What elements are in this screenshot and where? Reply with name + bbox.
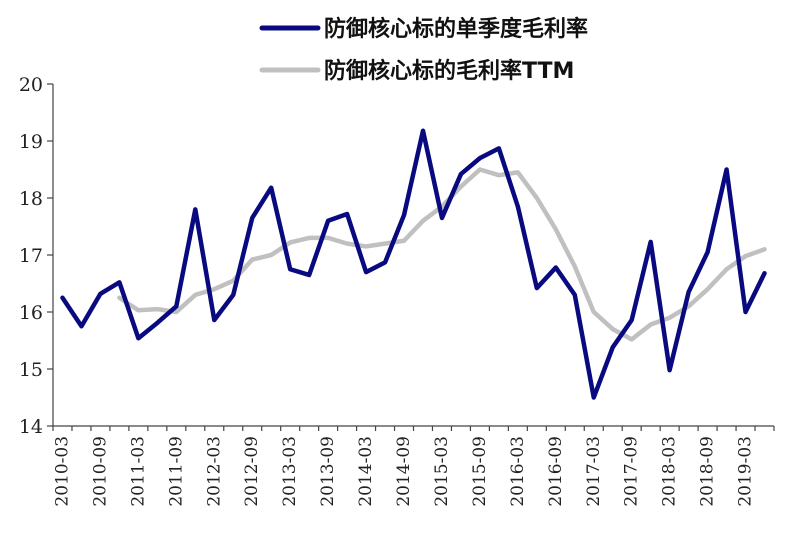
series-layer [60,128,767,400]
y-tick-label: 17 [19,245,43,267]
x-tick-label: 2013-09 [318,436,338,507]
x-tick-label: 2016-09 [546,436,566,507]
x-tick-label: 2012-03 [204,436,224,507]
x-tick-label: 2010-03 [52,436,72,507]
x-tick-label: 2018-03 [660,436,680,507]
x-tick-label: 2011-09 [166,436,186,507]
legend-label: 防御核心标的单季度毛利率 [324,16,588,42]
legend-label: 防御核心标的毛利率TTM [324,58,574,84]
x-tick-label: 2015-03 [432,436,452,507]
x-tick-label: 2015-09 [470,436,490,507]
y-tick-label: 14 [19,416,43,438]
x-tick-label: 2013-03 [280,436,300,507]
y-tick-label: 18 [19,188,43,210]
x-tick-label: 2017-09 [622,436,642,507]
y-tick-label: 15 [19,359,43,381]
y-tick-label: 19 [19,131,43,153]
series-line-quarterly-margin [60,128,767,400]
x-tick-label: 2014-03 [356,436,376,507]
x-tick-label: 2017-03 [584,436,604,507]
x-tick-label: 2012-09 [242,436,262,507]
x-tick-label: 2010-09 [90,436,110,507]
x-tick-label: 2018-09 [698,436,718,507]
x-tick-label: 2019-03 [736,436,756,507]
y-axis: 14 15 16 17 18 19 20 [19,74,54,438]
x-tick-label: 2014-09 [394,436,414,507]
y-tick-label: 16 [19,302,43,324]
x-tick-label: 2016-03 [508,436,528,507]
y-tick-label: 20 [19,74,43,96]
series-line-ttm-margin [117,167,767,342]
x-axis: 2010-03 2010-09 2011-03 2011-09 2012-03 2012-… [52,425,775,507]
x-tick-label: 2011-03 [128,436,148,507]
